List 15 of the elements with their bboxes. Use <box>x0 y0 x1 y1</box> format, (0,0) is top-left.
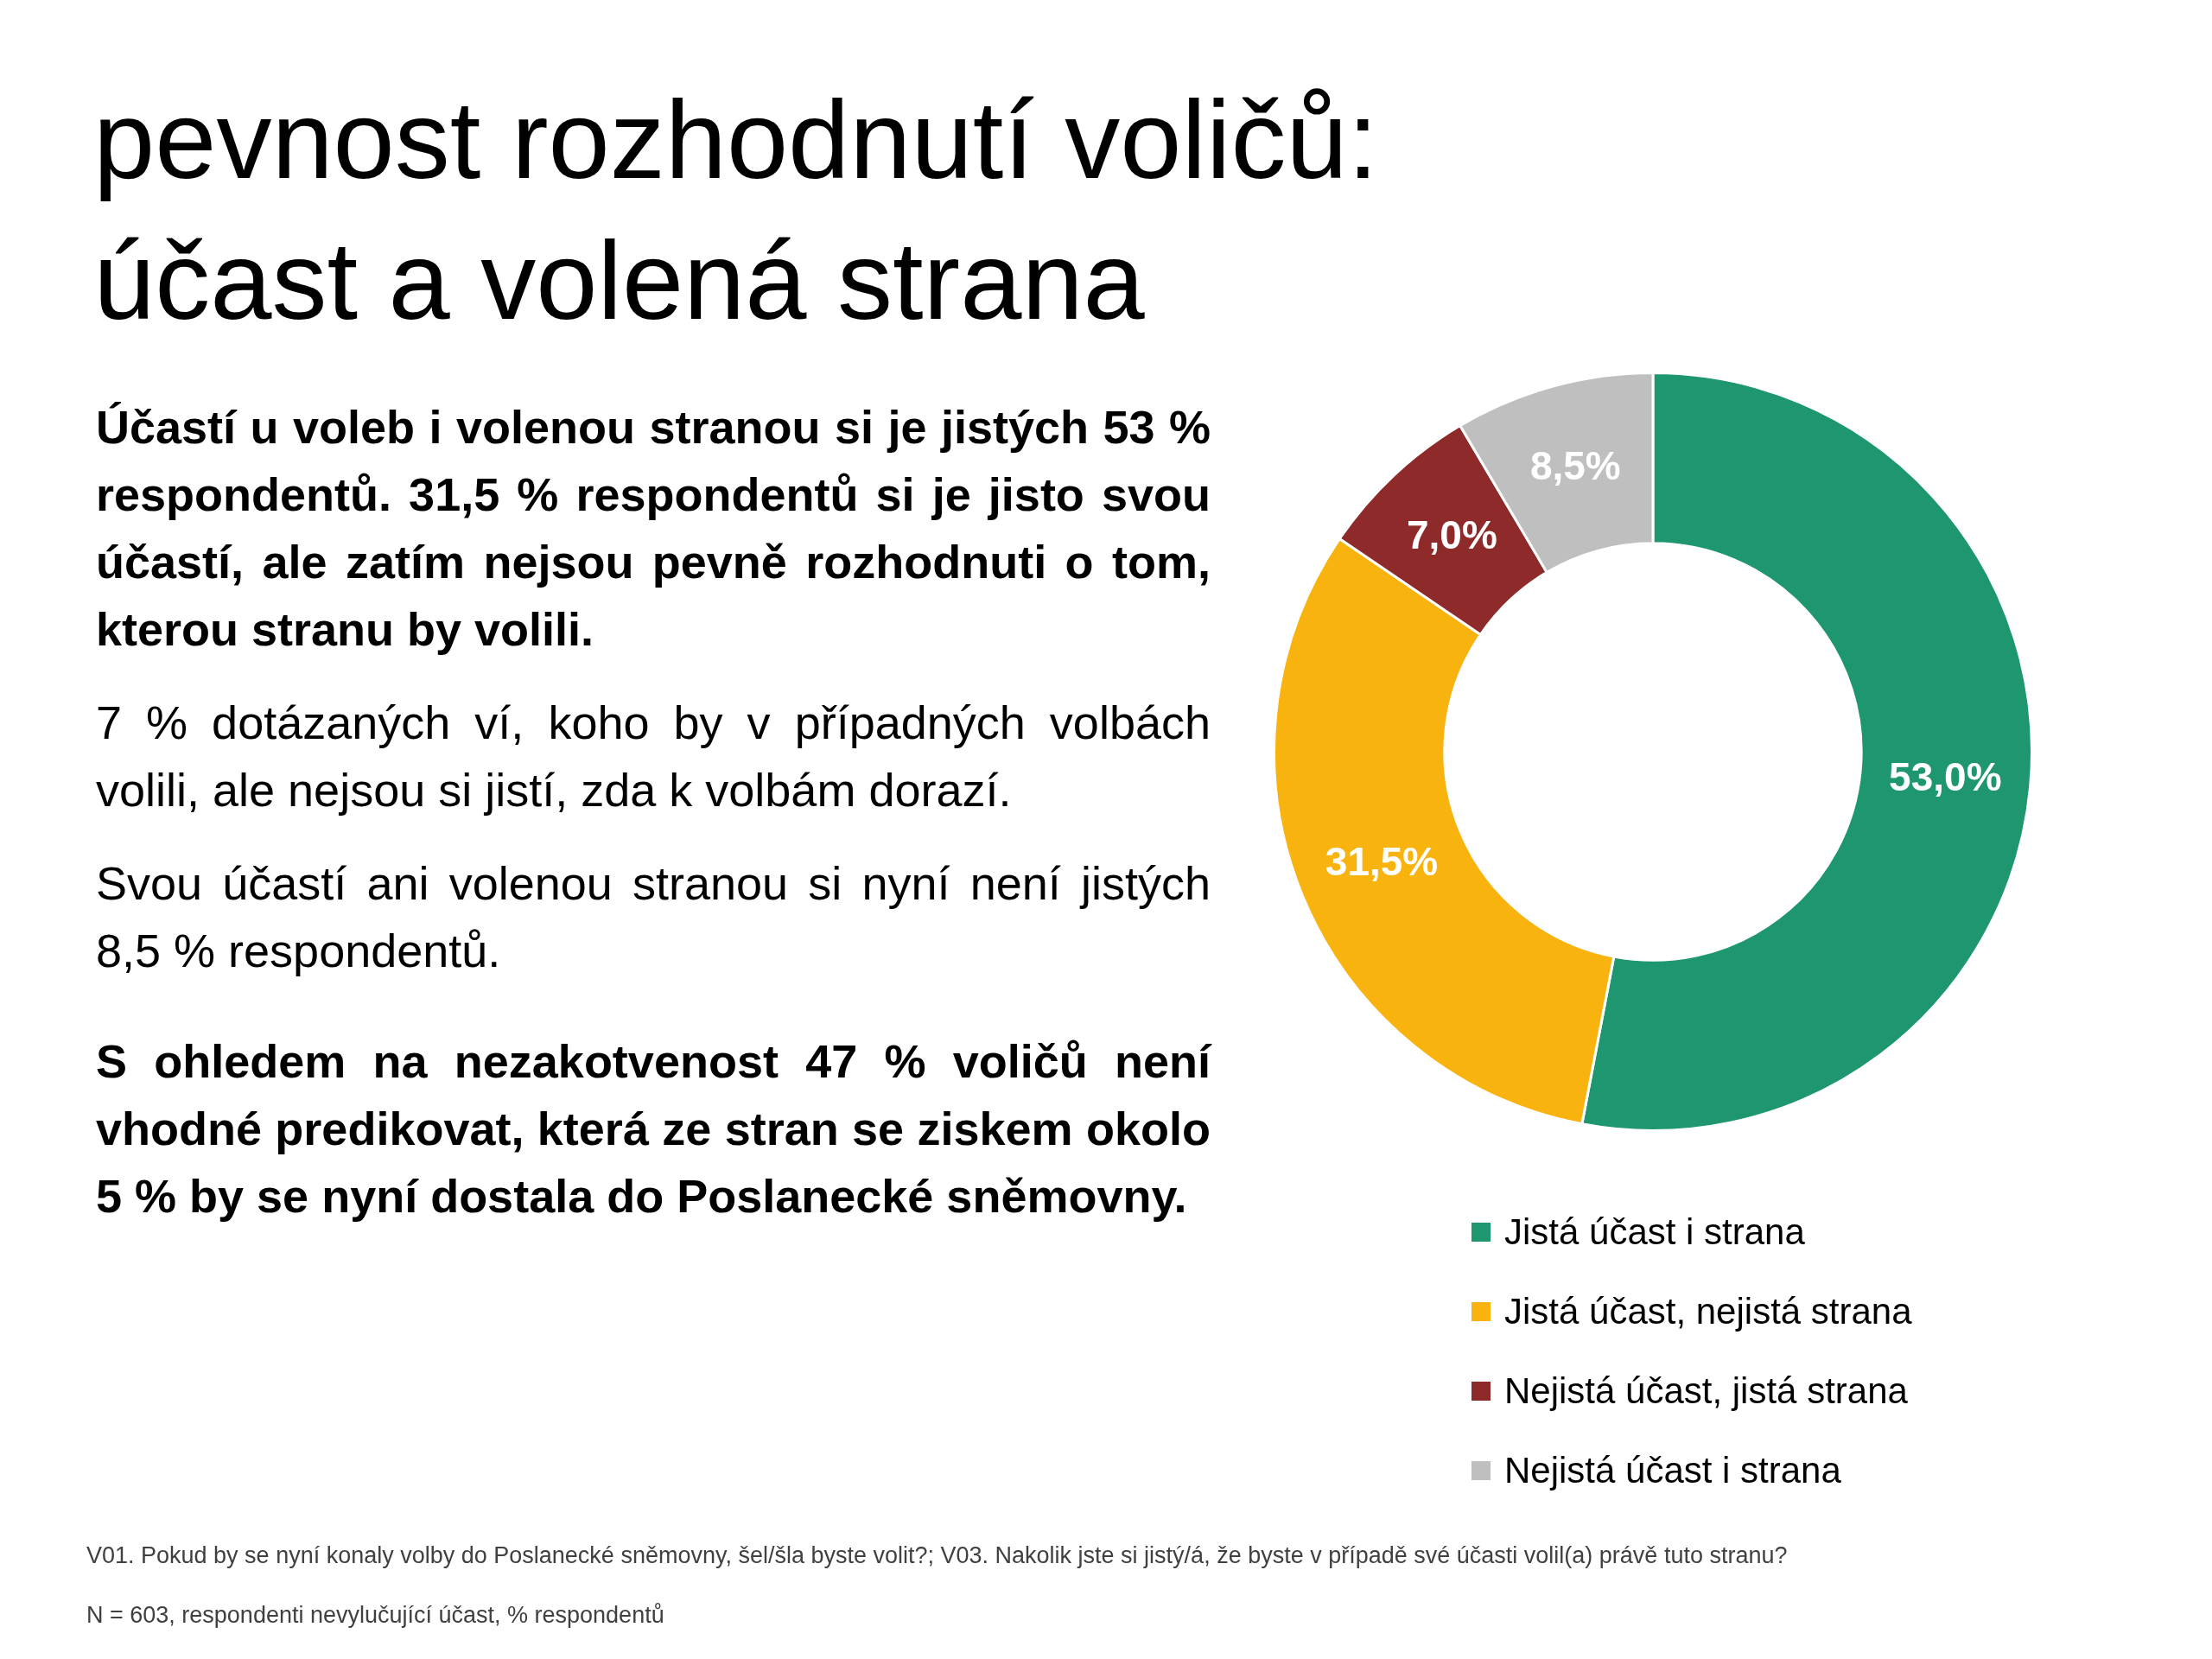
text: S ohledem na nezakotvenost 47 % voličů není vhodné predikovat, která ze stran se ziskem okolo 5 % by se nyní dostala do Poslanecké sněmovny. <box>96 1034 1211 1224</box>
legend-label: Jistá účast i strana <box>1504 1211 1805 1253</box>
data-label: 53,0% <box>1889 753 2002 799</box>
text: Účastí u voleb i volenou stranou si je jistých 53 % respondentů. 31,5 % respondentů si je jisto svou účastí, ale zatím nejsou pevně rozhodnuti o tom, kterou stranu by volili. <box>96 400 1211 657</box>
data-label: 31,5% <box>1325 838 1439 884</box>
legend-label: Jistá účast, nejistá strana <box>1504 1291 1912 1332</box>
text: V01. Pokud by se nyní konaly volby do Poslanecké sněmovny, šel/šla byste volit?; V03. Nakolik jste si jistý/á, že byste v případě své účasti volil(a) právě tuto stranu? <box>86 1542 1789 1569</box>
text: Svou účastí ani volenou stranou si nyní není jistých 8,5 % respondentů. <box>96 856 1211 978</box>
data-label: 7,0% <box>1406 512 1497 557</box>
chart-title: pevnost rozhodnutí voličů: účast a volená strana <box>93 77 1380 344</box>
legend-label: Nejistá účast i strana <box>1504 1450 1841 1491</box>
text: 7 % dotázaných ví, koho by v případných volbách volili, ale nejsou si jistí, zda k volbám dorazí. <box>96 696 1211 817</box>
legend-label: Nejistá účast, jistá strana <box>1504 1370 1908 1412</box>
text: N = 603, respondenti nevylučující účast, % respondentů <box>86 1602 665 1629</box>
data-label: 8,5% <box>1529 442 1621 488</box>
